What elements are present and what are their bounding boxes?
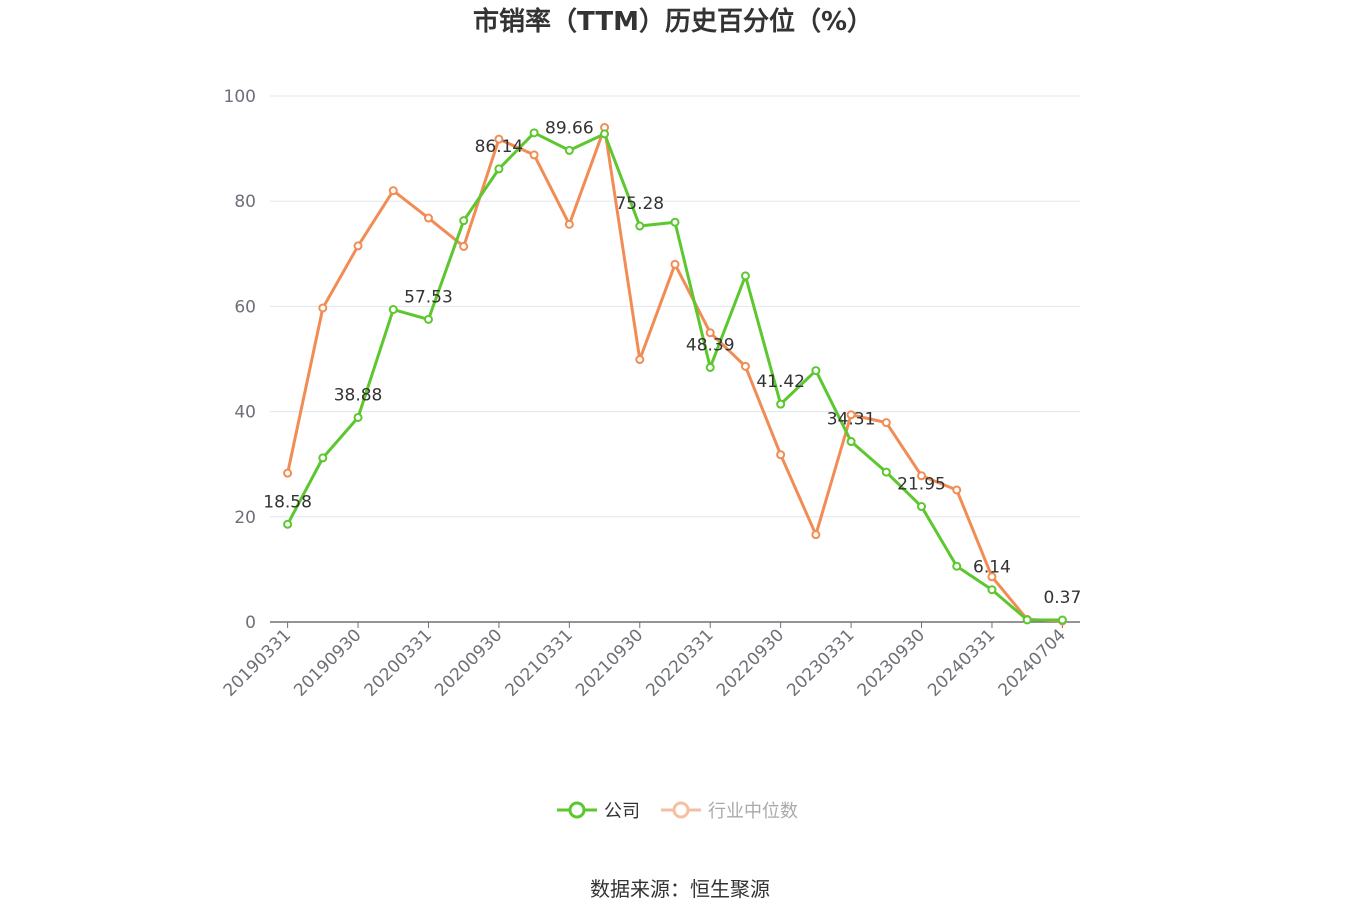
data-label: 38.88: [334, 385, 383, 405]
x-axis: 2019033120190930202003312020093020210331…: [220, 621, 1080, 701]
data-point[interactable]: [318, 303, 328, 313]
x-tick-label: 20210331: [502, 625, 577, 700]
series-1: [283, 123, 1067, 626]
y-axis: 0 20 40 60 80 100: [224, 87, 256, 633]
data-point[interactable]: [670, 217, 680, 227]
legend-item-1[interactable]: 行业中位数: [661, 801, 798, 822]
legend-label: 公司: [604, 801, 640, 822]
data-point[interactable]: [1057, 615, 1067, 625]
data-point[interactable]: [917, 471, 927, 481]
x-tick-label: 20240331: [924, 625, 999, 700]
x-tick-label: 20200930: [431, 625, 506, 700]
data-point[interactable]: [423, 213, 433, 223]
data-point[interactable]: [776, 450, 786, 460]
x-tick-label: 20240704: [995, 625, 1070, 700]
data-point[interactable]: [318, 453, 328, 463]
data-point[interactable]: [705, 362, 715, 372]
data-point[interactable]: [494, 134, 504, 144]
data-label: 48.39: [686, 335, 735, 355]
data-point[interactable]: [459, 241, 469, 251]
data-point[interactable]: [353, 241, 363, 251]
data-label: 89.66: [545, 118, 594, 138]
data-label: 34.31: [827, 410, 876, 430]
x-tick-label: 20220331: [642, 625, 717, 700]
data-point[interactable]: [846, 437, 856, 447]
data-point[interactable]: [987, 585, 997, 595]
x-tick-label: 20220930: [713, 625, 788, 700]
y-tick-label: 80: [234, 192, 256, 212]
data-point[interactable]: [705, 328, 715, 338]
data-point[interactable]: [952, 485, 962, 495]
data-point[interactable]: [564, 145, 574, 155]
data-point[interactable]: [635, 221, 645, 231]
data-source: 数据来源：恒生聚源: [590, 877, 770, 901]
x-tick-label: 20230331: [783, 625, 858, 700]
data-point[interactable]: [987, 572, 997, 582]
y-tick-label: 60: [234, 297, 256, 317]
y-tick-label: 20: [234, 508, 256, 528]
data-point[interactable]: [670, 259, 680, 269]
data-point[interactable]: [388, 186, 398, 196]
data-point[interactable]: [1022, 615, 1032, 625]
data-point[interactable]: [635, 355, 645, 365]
y-tick-label: 40: [234, 403, 256, 423]
y-tick-label: 0: [245, 613, 256, 633]
data-label: 6.14: [973, 558, 1011, 578]
legend-item-0[interactable]: 公司: [557, 801, 640, 822]
data-label: 86.14: [475, 137, 524, 157]
data-point[interactable]: [881, 467, 891, 477]
data-label: 18.58: [263, 492, 312, 512]
data-point[interactable]: [459, 216, 469, 226]
data-point[interactable]: [283, 468, 293, 478]
x-tick-label: 20200331: [361, 625, 436, 700]
data-point[interactable]: [529, 150, 539, 160]
data-point[interactable]: [423, 314, 433, 324]
data-point[interactable]: [740, 271, 750, 281]
data-point[interactable]: [917, 502, 927, 512]
legend-label: 行业中位数: [708, 801, 798, 822]
data-point[interactable]: [283, 519, 293, 529]
y-tick-label: 100: [224, 87, 256, 107]
x-tick-label: 20210930: [572, 625, 647, 700]
data-label: 75.28: [615, 194, 664, 214]
legend-marker: [672, 801, 690, 819]
chart-title: 市销率（TTM）历史百分位（%）: [473, 6, 873, 37]
data-label: 21.95: [897, 475, 946, 495]
data-label: 41.42: [756, 372, 805, 392]
data-point[interactable]: [811, 366, 821, 376]
x-tick-label: 20230930: [854, 625, 929, 700]
legend-marker: [568, 801, 586, 819]
data-point[interactable]: [529, 128, 539, 138]
data-point[interactable]: [846, 410, 856, 420]
data-point[interactable]: [564, 219, 574, 229]
data-point[interactable]: [776, 399, 786, 409]
data-label: 57.53: [404, 287, 453, 307]
series-layer: 18.58 38.88 57.53 86.14 89.66 75.28 48.39 41.42…: [263, 118, 1081, 626]
data-point[interactable]: [881, 418, 891, 428]
x-tick-label: 20190930: [290, 625, 365, 700]
data-point[interactable]: [811, 530, 821, 540]
data-label: 0.37: [1043, 588, 1081, 608]
series-0: [283, 128, 1067, 625]
data-point[interactable]: [388, 305, 398, 315]
data-point[interactable]: [952, 561, 962, 571]
data-point[interactable]: [740, 361, 750, 371]
data-point[interactable]: [353, 412, 363, 422]
series-line: [286, 131, 1063, 622]
data-point[interactable]: [494, 164, 504, 174]
x-tick-label: 20190331: [220, 625, 295, 700]
data-point[interactable]: [600, 129, 610, 139]
legend: 公司 行业中位数: [557, 801, 798, 822]
